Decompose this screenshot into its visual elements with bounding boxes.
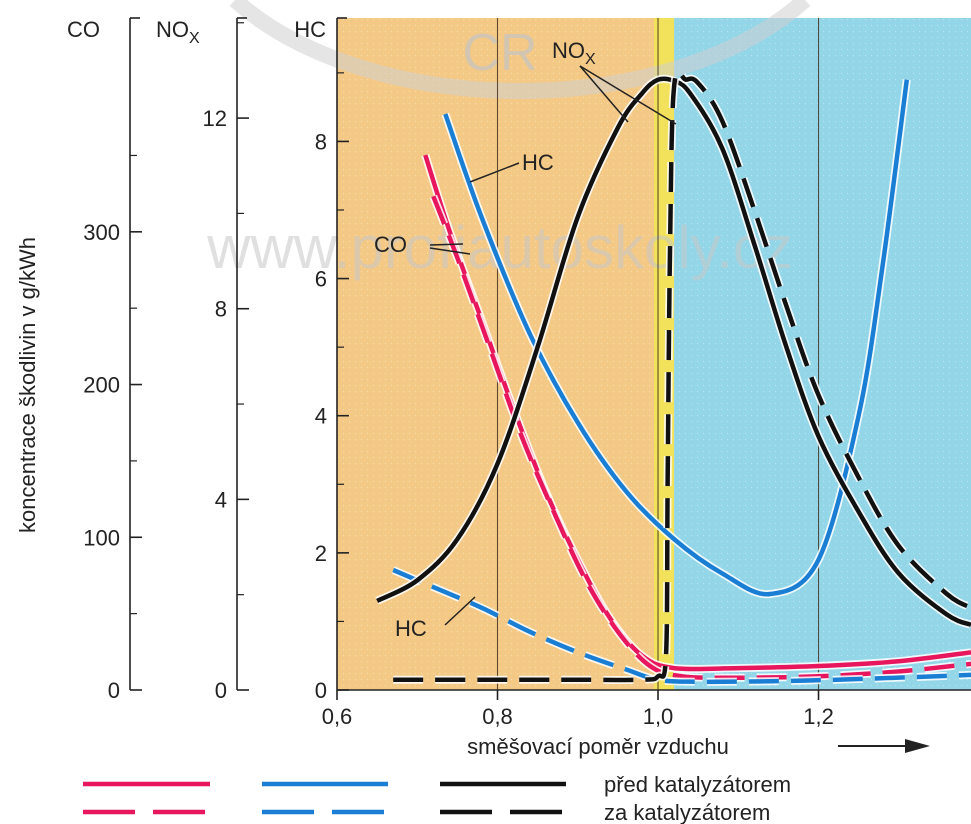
annotation-co: CO bbox=[374, 232, 407, 257]
x-tick-label-2: 1,0 bbox=[643, 704, 674, 729]
x-tick-label-1: 0,8 bbox=[482, 704, 513, 729]
tick-label-co-1: 100 bbox=[83, 525, 120, 550]
y-axis-label: koncentrace škodlivin v g/kWh bbox=[15, 237, 40, 533]
tick-label-nox-0: 0 bbox=[215, 678, 227, 703]
tick-label-co-0: 0 bbox=[108, 678, 120, 703]
watermark-logo-text: CR bbox=[462, 24, 537, 82]
axis-title-co: CO bbox=[67, 17, 100, 42]
legend-label-1: za katalyzátorem bbox=[604, 800, 770, 824]
tick-label-co-2: 200 bbox=[83, 373, 120, 398]
legend-label-0: před katalyzátorem bbox=[604, 772, 791, 797]
tick-label-nox-2: 8 bbox=[215, 297, 227, 322]
tick-label-hc-2: 4 bbox=[315, 404, 327, 429]
x-tick-label-3: 1,2 bbox=[803, 704, 834, 729]
annotation-nox-sub: X bbox=[585, 51, 596, 68]
tick-label-hc-1: 2 bbox=[315, 541, 327, 566]
tick-label-hc-0: 0 bbox=[315, 678, 327, 703]
tick-label-hc-3: 6 bbox=[315, 267, 327, 292]
annotation-co-leader-1 bbox=[430, 244, 463, 245]
x-arrow-head bbox=[905, 739, 930, 753]
x-axis-label: směšovací poměr vzduchu bbox=[467, 734, 729, 759]
x-tick-label-0: 0,6 bbox=[322, 704, 353, 729]
tick-label-hc-4: 8 bbox=[315, 129, 327, 154]
axis-title-hc: HC bbox=[294, 17, 326, 42]
annotation-hc-lower: HC bbox=[395, 616, 427, 641]
tick-label-nox-1: 4 bbox=[215, 487, 227, 512]
tick-label-co-3: 300 bbox=[83, 220, 120, 245]
axis-title-nox: NOX bbox=[156, 17, 200, 47]
axis-title-nox-sub: X bbox=[189, 30, 200, 47]
annotation-hc-upper: HC bbox=[522, 150, 554, 175]
tick-label-nox-3: 12 bbox=[203, 106, 227, 131]
legend: před katalyzátorem za katalyzátorem bbox=[83, 772, 791, 824]
